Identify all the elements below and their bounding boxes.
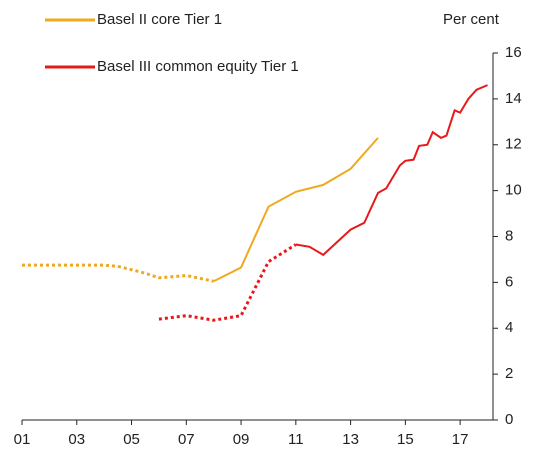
y-tick-label: 14: [505, 90, 522, 107]
series-line-dotted: [158, 243, 297, 322]
x-tick-label: 01: [14, 431, 31, 448]
series-line: [213, 137, 379, 283]
y-axis-label: Per cent: [443, 11, 500, 28]
series-line: [295, 84, 488, 257]
y-tick-label: 4: [505, 319, 513, 336]
y-tick-label: 12: [505, 136, 522, 153]
y-tick-label: 10: [505, 182, 522, 199]
x-tick-label: 13: [342, 431, 359, 448]
x-tick-label: 15: [397, 431, 414, 448]
x-tick-label: 17: [452, 431, 469, 448]
y-tick-label: 8: [505, 227, 513, 244]
y-tick-label: 2: [505, 365, 513, 382]
x-tick-label: 09: [233, 431, 250, 448]
x-tick-label: 03: [68, 431, 85, 448]
y-tick-label: 16: [505, 44, 522, 61]
legend-label: Basel III common equity Tier 1: [97, 58, 299, 75]
x-tick-label: 07: [178, 431, 195, 448]
legend-label: Basel II core Tier 1: [97, 11, 222, 28]
x-tick-label: 05: [123, 431, 140, 448]
y-tick-label: 0: [505, 411, 513, 428]
y-tick-label: 6: [505, 273, 513, 290]
x-tick-label: 11: [288, 431, 304, 448]
series-line-dotted: [22, 263, 214, 283]
